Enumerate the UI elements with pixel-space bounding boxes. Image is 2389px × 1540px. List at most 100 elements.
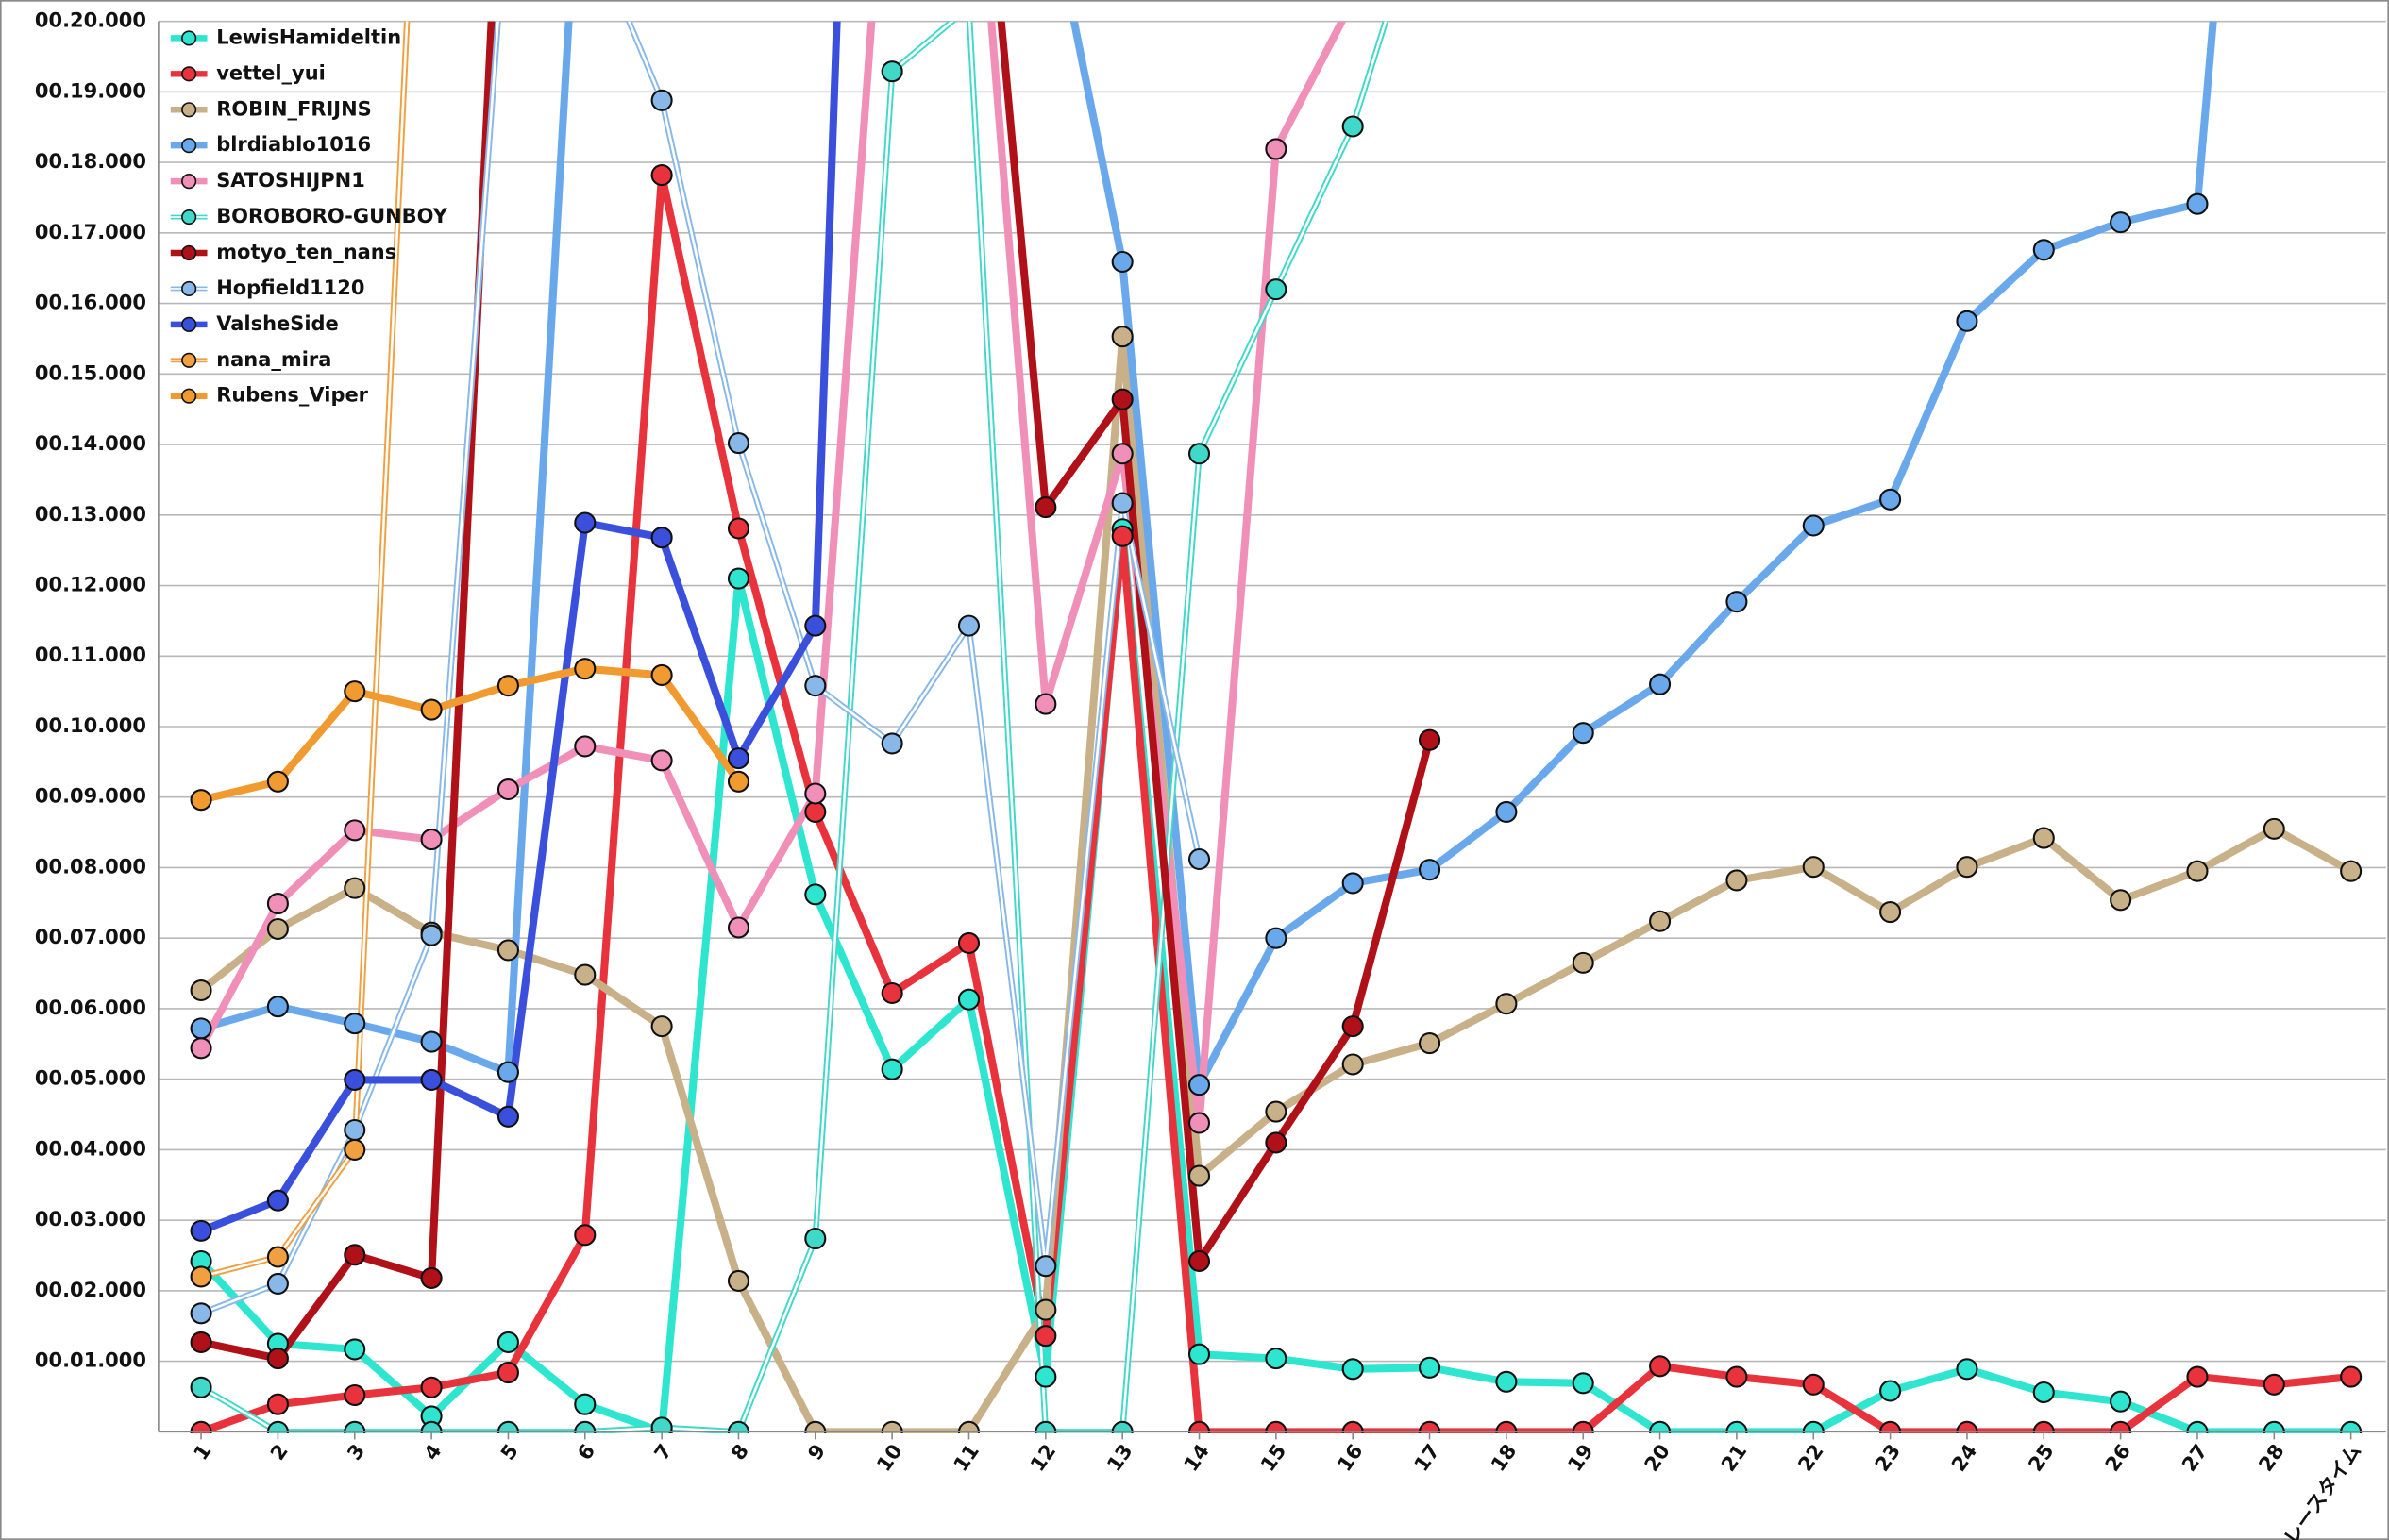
- y-tick-label: 00.06.000: [35, 996, 146, 1019]
- data-point: [1111, 326, 1134, 348]
- data-point: [1725, 869, 1748, 892]
- data-point: [727, 517, 750, 540]
- data-point: [1265, 1348, 1287, 1370]
- data-point: [1187, 443, 1211, 465]
- data-point: [190, 1017, 212, 1040]
- series-line: [197, 21, 841, 1235]
- legend-label: nana_mira: [216, 348, 331, 371]
- data-point: [2186, 1365, 2209, 1388]
- data-point: [2032, 827, 2055, 849]
- legend-marker: [181, 209, 197, 226]
- data-point: [344, 1338, 366, 1361]
- data-point: [1802, 514, 1825, 537]
- data-point: [1035, 1298, 1057, 1321]
- data-point: [1265, 278, 1287, 301]
- data-point: [804, 800, 827, 823]
- data-point: [2340, 1365, 2363, 1388]
- y-tick-label: 00.07.000: [35, 926, 146, 948]
- data-point: [804, 675, 827, 697]
- data-point: [1035, 1365, 1057, 1388]
- data-point: [804, 883, 827, 906]
- y-tick-label: 00.13.000: [35, 503, 146, 526]
- series-line-inner: [200, 21, 1201, 1315]
- data-point: [496, 778, 519, 801]
- data-point: [190, 1302, 212, 1325]
- data-point: [574, 735, 597, 758]
- data-point: [1802, 856, 1825, 879]
- data-point: [190, 1376, 212, 1398]
- data-point: [1956, 856, 1978, 879]
- data-point: [344, 1244, 366, 1266]
- data-point: [344, 1118, 366, 1142]
- data-point: [1187, 847, 1211, 871]
- data-point: [1111, 525, 1134, 547]
- data-point: [2340, 860, 2363, 882]
- data-point: [1419, 859, 1441, 881]
- data-point: [496, 1362, 519, 1384]
- y-tick-label: 00.10.000: [35, 714, 146, 737]
- data-point: [2186, 192, 2209, 215]
- data-point: [2186, 860, 2209, 882]
- data-point: [1341, 1053, 1364, 1076]
- data-point: [496, 1061, 519, 1083]
- data-point: [574, 658, 597, 680]
- y-tick-label: 00.20.000: [35, 9, 146, 32]
- y-tick-label: 00.17.000: [35, 221, 146, 243]
- data-point: [574, 1393, 597, 1415]
- legend-label: SATOSHIJPN1: [216, 169, 365, 192]
- data-point: [650, 749, 673, 772]
- data-point: [344, 877, 366, 899]
- legend-marker: [181, 138, 197, 154]
- data-point: [1649, 1355, 1672, 1378]
- data-point: [1341, 115, 1364, 138]
- data-point: [1956, 1358, 1978, 1381]
- data-point: [1111, 388, 1134, 410]
- data-point: [2263, 817, 2285, 840]
- data-point: [1572, 722, 1594, 745]
- data-point: [420, 1068, 443, 1091]
- series-line: [197, 664, 743, 804]
- data-point: [2110, 1390, 2132, 1413]
- data-point: [496, 939, 519, 962]
- data-point: [881, 60, 903, 83]
- data-point: [1111, 443, 1134, 465]
- y-tick-label: 00.08.000: [35, 855, 146, 878]
- data-point: [881, 1058, 903, 1080]
- data-point: [2032, 239, 2055, 261]
- data-point: [574, 963, 597, 986]
- data-point: [650, 164, 673, 187]
- data-point: [1341, 1358, 1364, 1381]
- data-point: [1572, 1372, 1594, 1395]
- data-point: [266, 770, 289, 793]
- y-tick-label: 00.05.000: [35, 1067, 146, 1090]
- legend-label: ROBIN_FRIJNS: [216, 97, 372, 120]
- y-tick-label: 00.01.000: [35, 1349, 146, 1372]
- data-point: [2110, 211, 2132, 234]
- data-point: [190, 1037, 212, 1060]
- data-point: [1802, 1373, 1825, 1396]
- data-point: [727, 1269, 750, 1292]
- data-point: [496, 1105, 519, 1128]
- data-point: [1649, 673, 1672, 695]
- y-tick-label: 00.04.000: [35, 1137, 146, 1160]
- data-point: [957, 988, 981, 1011]
- data-point: [190, 979, 212, 1002]
- data-point: [1187, 1249, 1211, 1273]
- data-point: [420, 1030, 443, 1053]
- y-tick-label: 00.15.000: [35, 361, 146, 384]
- legend-label: vettel_yui: [216, 61, 326, 84]
- data-point: [1265, 138, 1287, 160]
- data-point: [650, 89, 673, 111]
- data-point: [1035, 693, 1057, 715]
- legend-label: Rubens_Viper: [216, 384, 368, 407]
- data-point: [881, 981, 903, 1005]
- data-point: [804, 782, 827, 805]
- data-point: [1035, 1325, 1057, 1348]
- data-point: [727, 567, 750, 590]
- data-point: [1035, 496, 1057, 519]
- data-point: [344, 680, 366, 703]
- data-point: [727, 770, 750, 793]
- data-point: [957, 931, 981, 954]
- legend-marker: [181, 388, 197, 404]
